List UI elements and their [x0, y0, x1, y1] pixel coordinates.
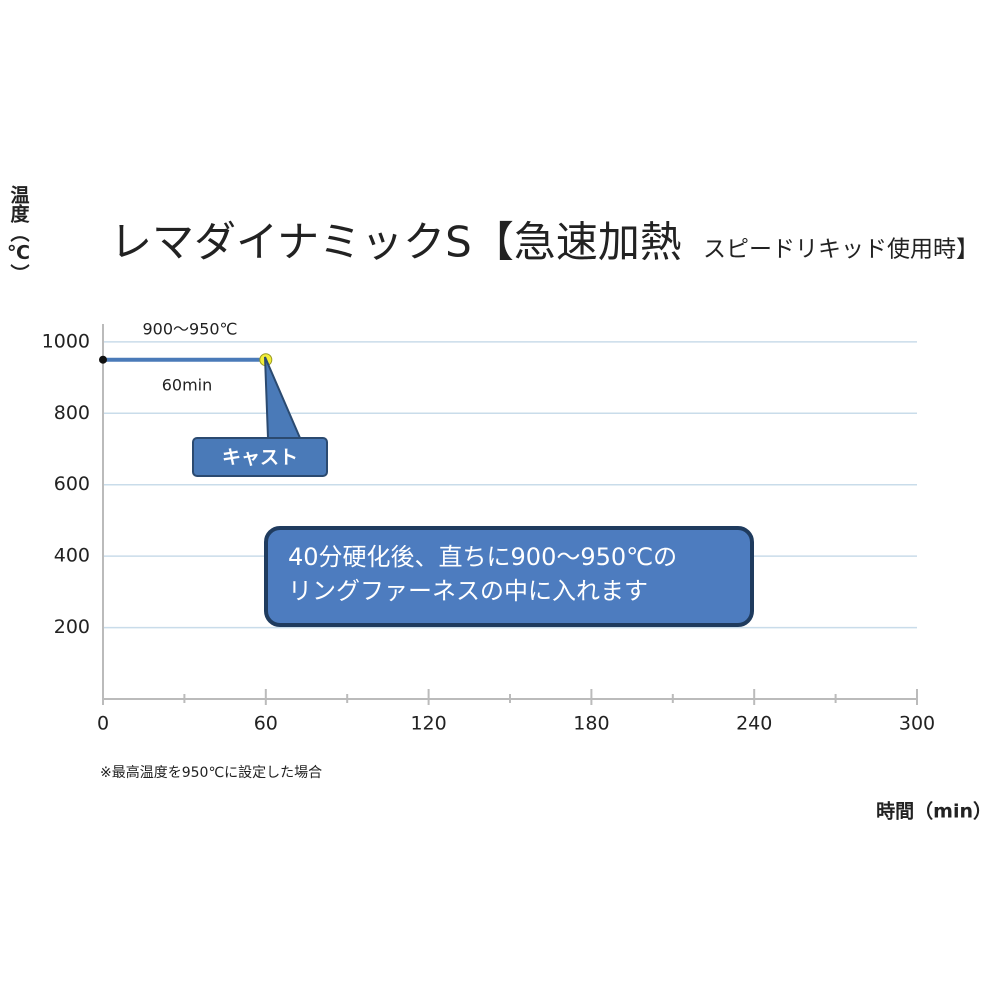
annotations: キャスト 40分硬化後、直ちに900～950℃の リングファーネスの中に入れます: [192, 356, 754, 627]
point: [99, 355, 107, 364]
x-tick-label: 300: [899, 713, 935, 735]
x-tick-label: 0: [97, 713, 109, 735]
y-tick-label: 600: [54, 473, 90, 495]
x-tick-label: 120: [410, 713, 446, 735]
footnote: ※最高温度を950℃に設定した場合: [100, 764, 322, 781]
duration-label: 60min: [162, 376, 213, 395]
y-tick-label: 800: [54, 402, 90, 424]
range-label: 900～950℃: [142, 320, 237, 339]
y-tick-label: 200: [54, 616, 90, 638]
note-line: 40分硬化後、直ちに900～950℃の: [288, 543, 677, 571]
x-tick-label: 180: [573, 713, 609, 735]
note-line: リングファーネスの中に入れます: [288, 577, 648, 605]
x-tick-label: 60: [254, 713, 278, 735]
y-tick-label: 1000: [42, 330, 90, 352]
callout-pointer: [264, 356, 302, 439]
chart-title: レマダイナミックS【急速加熱: [110, 218, 682, 267]
callout-text: キャスト: [222, 447, 298, 469]
y-axis-label: 温度（℃）: [8, 185, 30, 283]
chart-subtitle: スピードリキッド使用時】: [703, 237, 979, 263]
callout-box: [192, 437, 328, 477]
y-tick-label: 400: [54, 545, 90, 567]
x-axis-label: 時間（min）: [876, 800, 992, 823]
note-box: [264, 526, 754, 627]
x-tick-label: 240: [736, 713, 772, 735]
